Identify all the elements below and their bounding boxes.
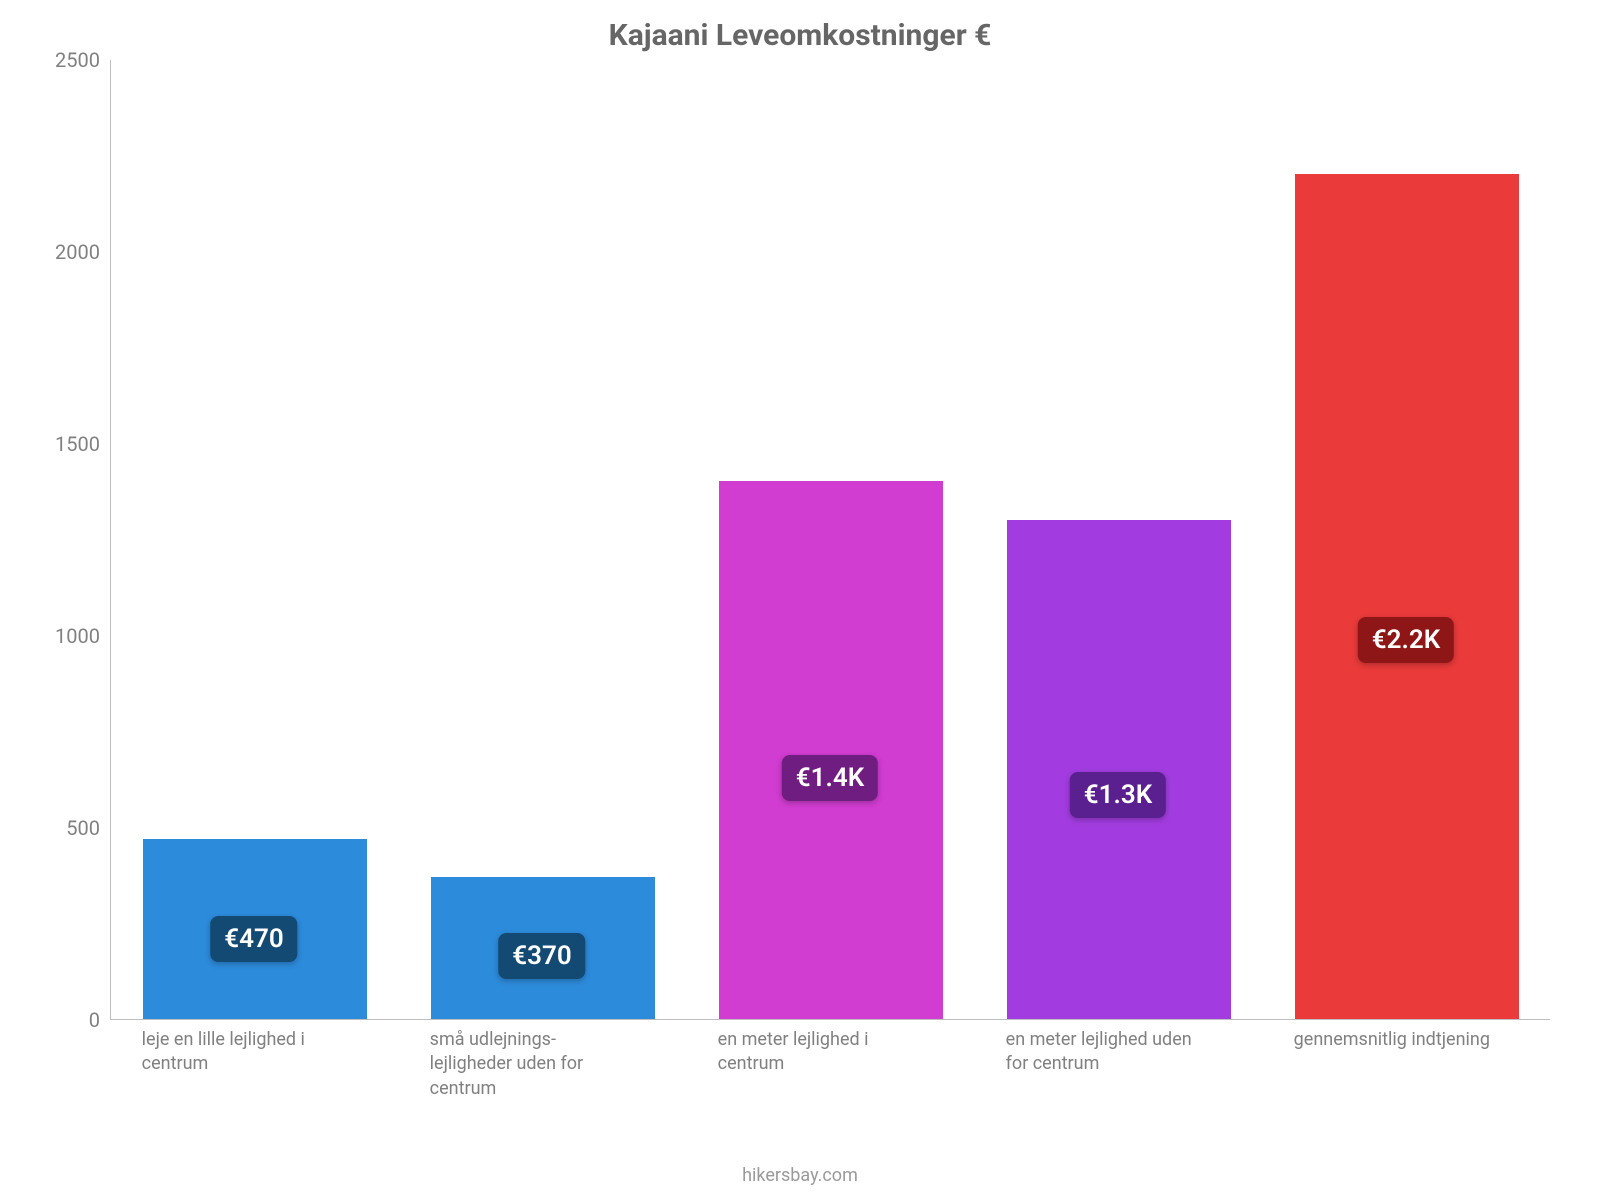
value-badge: €470 — [210, 916, 297, 962]
y-tick-label: 1500 — [10, 432, 100, 456]
x-tick-label: en meter lejlighed i centrum — [718, 1028, 918, 1077]
value-badge: €370 — [498, 933, 585, 979]
x-tick-label: leje en lille lejlighed i centrum — [142, 1028, 342, 1077]
value-badge: €1.3K — [1070, 772, 1166, 818]
bar — [1295, 174, 1520, 1019]
value-badge: €2.2K — [1358, 617, 1454, 663]
value-badge: €1.4K — [782, 755, 878, 801]
chart-title: Kajaani Leveomkostninger € — [0, 18, 1600, 53]
bar — [1007, 520, 1232, 1019]
bar-chart: Kajaani Leveomkostninger € hikersbay.com… — [0, 0, 1600, 1200]
y-tick-label: 2000 — [10, 240, 100, 264]
y-tick-label: 2500 — [10, 48, 100, 72]
y-tick-label: 1000 — [10, 624, 100, 648]
x-tick-label: en meter lejlighed uden for centrum — [1006, 1028, 1206, 1077]
y-tick-label: 0 — [10, 1008, 100, 1032]
y-tick-label: 500 — [10, 816, 100, 840]
x-tick-label: små udlejnings-lejligheder uden for cent… — [430, 1028, 630, 1101]
bar — [719, 481, 944, 1019]
plot-area — [110, 60, 1550, 1020]
attribution-text: hikersbay.com — [0, 1165, 1600, 1186]
x-tick-label: gennemsnitlig indtjening — [1294, 1028, 1494, 1052]
